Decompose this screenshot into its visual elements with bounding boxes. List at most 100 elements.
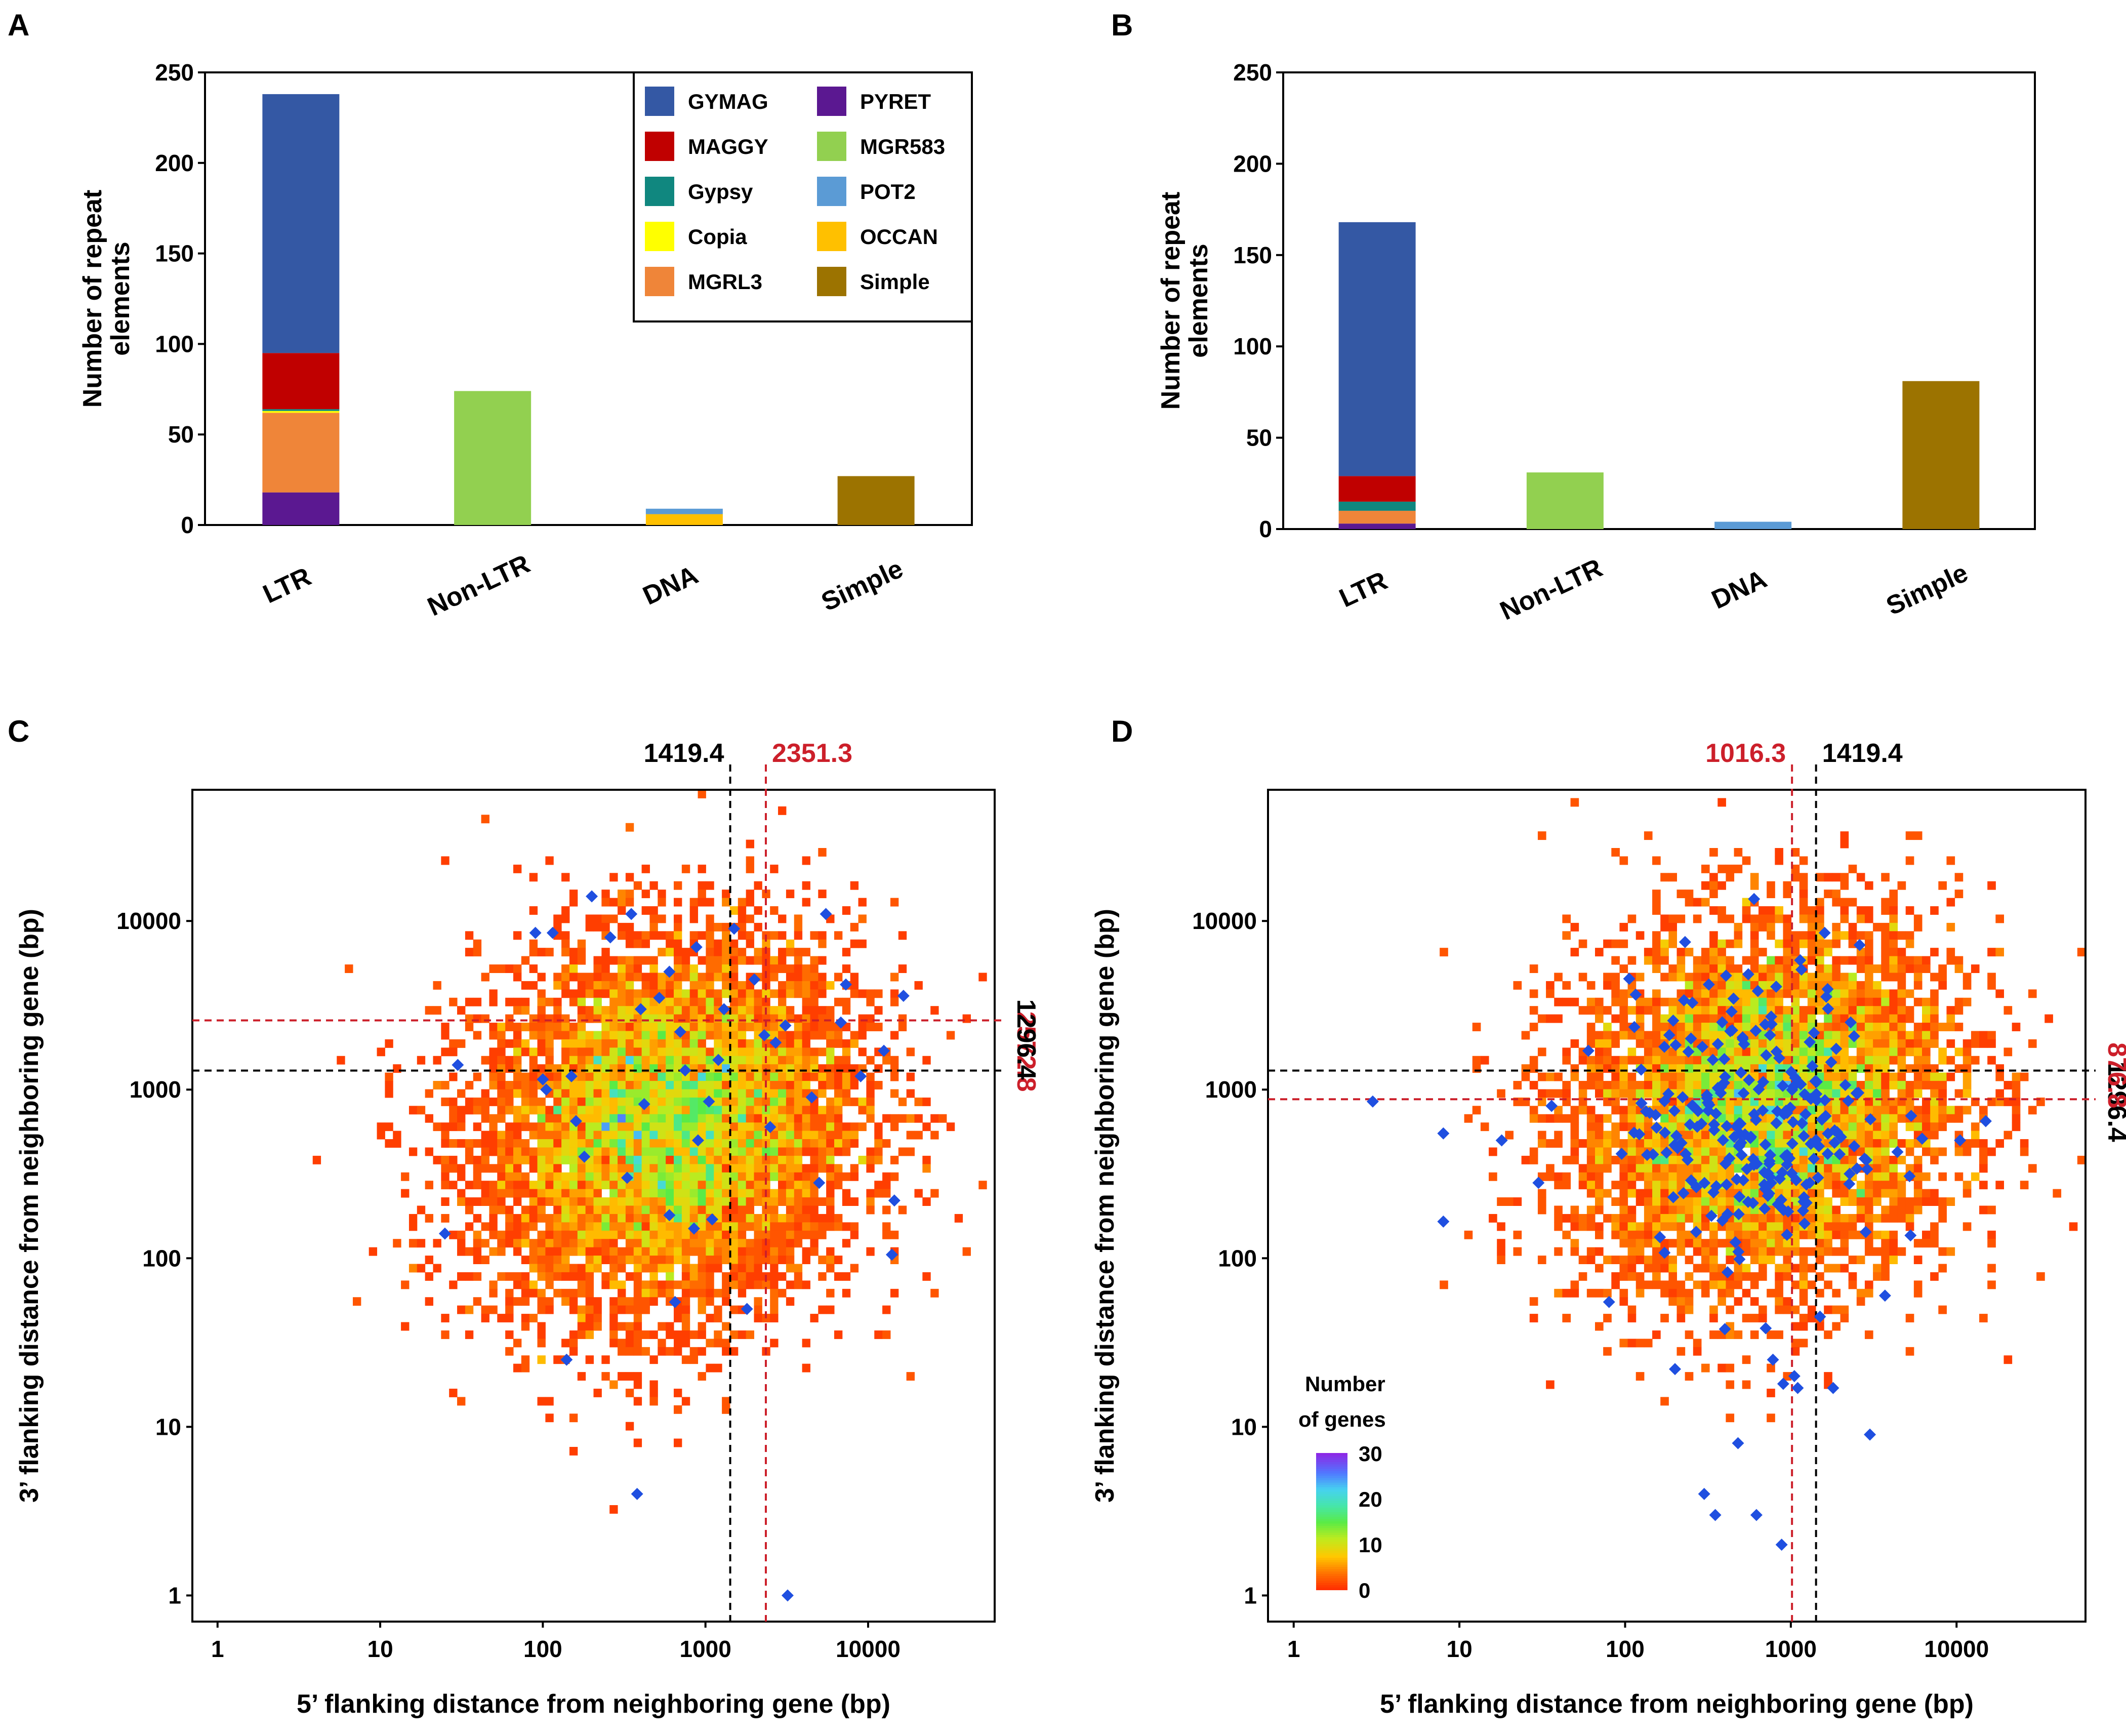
heatmap-cell xyxy=(1701,1205,1710,1215)
heatmap-cell xyxy=(1856,1297,1865,1306)
heatmap-cell xyxy=(706,1314,714,1323)
heatmap-cell xyxy=(1873,1072,1882,1081)
heatmap-cell xyxy=(585,1305,594,1314)
heatmap-cell xyxy=(722,931,730,940)
heatmap-cell xyxy=(1848,1006,1857,1015)
heatmap-cell xyxy=(706,1056,714,1065)
heatmap-cell xyxy=(618,1222,626,1231)
heatmap-cell xyxy=(1726,1414,1735,1423)
heatmap-cell xyxy=(1816,1197,1824,1206)
heatmap-cell xyxy=(1848,1106,1857,1115)
heatmap-cell xyxy=(714,1222,722,1231)
heatmap-cell xyxy=(1767,922,1775,932)
heatmap-cell xyxy=(521,1114,530,1123)
heatmap-cell xyxy=(569,1131,578,1140)
heatmap-cell xyxy=(1979,1314,1988,1323)
heatmap-cell xyxy=(706,1023,714,1031)
y-tick-label: 0 xyxy=(1259,516,1272,542)
heatmap-cell xyxy=(1595,1247,1604,1256)
heatmap-cell xyxy=(738,1056,747,1065)
heatmap-cell xyxy=(674,1189,682,1198)
gene-point xyxy=(1711,1038,1724,1051)
heatmap-cell xyxy=(810,1214,819,1223)
heatmap-cell xyxy=(681,1097,690,1106)
heatmap-cell xyxy=(826,1023,835,1031)
bar-segment-mgrl3 xyxy=(262,413,340,493)
heatmap-cell xyxy=(1529,1297,1538,1306)
heatmap-cell xyxy=(577,1097,586,1106)
heatmap-cell xyxy=(1677,1181,1686,1190)
heatmap-cell xyxy=(537,1122,546,1132)
heatmap-cell xyxy=(1864,1006,1873,1015)
heatmap-cell xyxy=(633,989,642,998)
heatmap-cell xyxy=(714,989,722,998)
heatmap-cell xyxy=(585,922,594,932)
heatmap-cell xyxy=(681,964,690,973)
heatmap-cell xyxy=(1685,1372,1694,1381)
heatmap-cell xyxy=(1480,1056,1489,1065)
heatmap-cell xyxy=(818,956,827,965)
heatmap-cell xyxy=(593,1031,602,1040)
heatmap-cell xyxy=(1840,1189,1849,1198)
heatmap-cell xyxy=(497,1147,506,1156)
heatmap-cell xyxy=(1513,1247,1522,1256)
heatmap-cell xyxy=(689,1106,699,1115)
heatmap-cell xyxy=(698,1330,706,1339)
y-axis-label: 3’ flanking distance from neighboring ge… xyxy=(1090,909,1120,1503)
heatmap-cell xyxy=(1578,1222,1587,1231)
heatmap-cell xyxy=(714,1031,722,1040)
heatmap-cell xyxy=(729,1230,739,1239)
heatmap-cell xyxy=(1897,1072,1906,1081)
heatmap-cell xyxy=(689,1205,699,1215)
gene-point xyxy=(1698,1177,1711,1189)
heatmap-cell xyxy=(689,1081,699,1089)
heatmap-cell xyxy=(569,1239,578,1248)
heatmap-cell xyxy=(1668,1056,1677,1065)
heatmap-cell xyxy=(593,1131,602,1140)
heatmap-cell xyxy=(1652,989,1661,998)
heatmap-cell xyxy=(1775,1272,1783,1281)
heatmap-cell xyxy=(786,1222,795,1231)
heatmap-cell xyxy=(649,1147,658,1156)
heatmap-cell xyxy=(1726,1305,1735,1314)
heatmap-cell xyxy=(1701,1147,1710,1156)
heatmap-cell xyxy=(1619,939,1628,948)
heatmap-cell xyxy=(593,956,602,965)
heatmap-cell xyxy=(601,890,610,899)
heatmap-cell xyxy=(1709,1139,1718,1148)
heatmap-cell xyxy=(649,1280,658,1289)
gene-point xyxy=(1814,1310,1826,1323)
heatmap-cell xyxy=(1930,1089,1939,1098)
heatmap-cell xyxy=(1726,1363,1735,1372)
heatmap-cell xyxy=(505,1122,514,1132)
heatmap-cell xyxy=(641,1230,650,1239)
gene-point xyxy=(1795,1117,1808,1129)
heatmap-cell xyxy=(1734,1264,1743,1273)
heatmap-cell xyxy=(1816,1230,1824,1239)
heatmap-cell xyxy=(1807,1314,1816,1323)
heatmap-cell xyxy=(1685,1131,1694,1140)
heatmap-cell xyxy=(1677,1056,1686,1065)
heatmap-cell xyxy=(778,1288,787,1298)
heatmap-cell xyxy=(1611,1181,1620,1190)
heatmap-cell xyxy=(625,1023,634,1031)
heatmap-cell xyxy=(1783,1031,1792,1040)
heatmap-cell xyxy=(601,1014,610,1023)
heatmap-cell xyxy=(1685,1297,1694,1306)
heatmap-cell xyxy=(714,1181,722,1190)
heatmap-cell xyxy=(722,1197,730,1206)
heatmap-cell xyxy=(1930,1072,1939,1081)
heatmap-cell xyxy=(649,1014,658,1023)
gene-point xyxy=(1698,1487,1710,1500)
heatmap-cell xyxy=(681,1230,690,1239)
heatmap-cell xyxy=(754,1006,762,1015)
heatmap-cell xyxy=(641,1264,650,1273)
heatmap-cell xyxy=(1619,1172,1628,1181)
heatmap-cell xyxy=(441,1047,449,1057)
heatmap-cell xyxy=(802,1072,810,1081)
heatmap-cell xyxy=(577,973,586,982)
heatmap-cell xyxy=(393,1131,401,1140)
heatmap-cell xyxy=(1881,1056,1890,1065)
heatmap-cell xyxy=(433,1239,441,1248)
heatmap-cell xyxy=(449,1280,458,1289)
